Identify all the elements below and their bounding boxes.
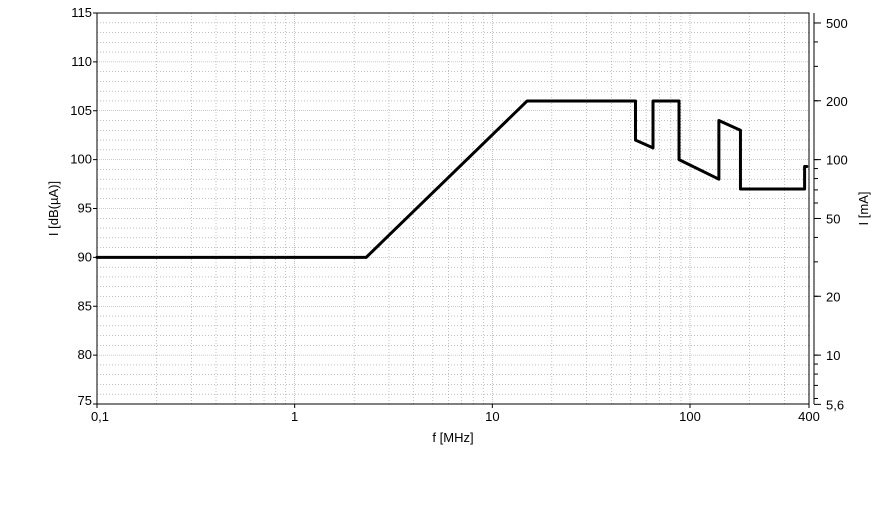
y2-tick-label: 20 (826, 289, 840, 304)
data-point (96, 256, 98, 258)
y2-axis-label: I [mA] (856, 192, 871, 226)
data-point (806, 165, 808, 167)
x-tick-label: 10 (485, 409, 499, 424)
x-tick-label: 0,1 (91, 409, 109, 424)
data-point (678, 159, 680, 161)
data-point (634, 139, 636, 141)
data-point (678, 100, 680, 102)
y-tick-label: 105 (70, 103, 92, 118)
y2-tick-label: 50 (826, 211, 840, 226)
data-point (652, 147, 654, 149)
x-axis-label: f [MHz] (432, 430, 473, 445)
y-tick-label: 90 (78, 249, 92, 264)
y-tick-label: 110 (71, 54, 92, 69)
data-point (739, 129, 741, 131)
series (95, 99, 809, 259)
data-point (804, 188, 806, 190)
data-point (634, 100, 636, 102)
y-tick-label: 80 (78, 347, 92, 362)
data-point (365, 256, 367, 258)
right-axis: 5,6 10 20 50 100 200 500 (813, 13, 848, 412)
data-point (718, 120, 720, 122)
y-tick-label: 75 (78, 393, 92, 408)
series-line (95, 99, 809, 259)
data-point (718, 178, 720, 180)
y2-tick-label: 10 (826, 348, 840, 363)
x-tick-label: 1 (291, 409, 298, 424)
grid (97, 13, 809, 404)
x-tick-label: 100 (679, 409, 701, 424)
data-point (804, 165, 806, 167)
y-axis-label: I [dB(µA)] (46, 181, 61, 236)
y2-tick-label: 5,6 (826, 397, 844, 412)
y2-tick-label: 100 (826, 153, 848, 168)
data-point (526, 100, 528, 102)
y-tick-label: 115 (71, 5, 92, 20)
y2-tick-label: 500 (826, 16, 848, 31)
x-tick-label: 400 (798, 409, 820, 424)
y-tick-label: 95 (78, 201, 92, 216)
y2-tick-label: 200 (826, 94, 848, 109)
data-point (652, 100, 654, 102)
data-point (739, 188, 741, 190)
y-tick-label: 100 (70, 152, 92, 167)
y-tick-label: 85 (78, 298, 92, 313)
